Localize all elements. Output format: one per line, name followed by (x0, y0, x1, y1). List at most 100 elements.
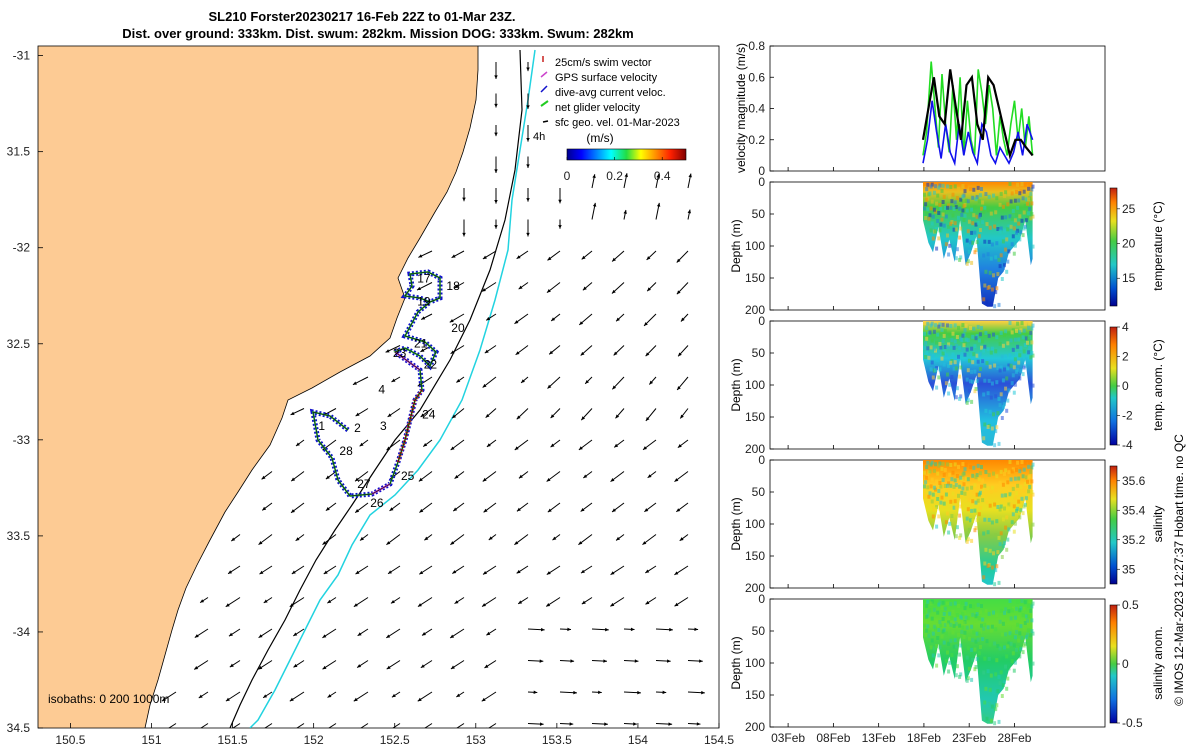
track-day-label: 24 (422, 408, 436, 422)
vector-head (701, 690, 705, 695)
section-speckle (1012, 643, 1016, 648)
vector-head (289, 603, 294, 607)
section-speckle (963, 630, 967, 635)
vector-head (598, 690, 602, 695)
vector-head (483, 570, 487, 575)
section-speckle (954, 395, 958, 400)
section-speckle (1019, 624, 1023, 629)
vector-head (391, 693, 396, 698)
section-speckle (1005, 237, 1009, 242)
section-speckle (986, 625, 990, 630)
section-speckle (998, 341, 1002, 346)
section-speckle (1003, 402, 1006, 407)
vector-head (227, 728, 231, 731)
section-speckle (966, 259, 970, 264)
section-speckle (957, 632, 960, 637)
section-speckle (970, 485, 974, 490)
vector-head (550, 443, 555, 448)
section-speckle (1012, 390, 1016, 395)
section-speckle (1010, 191, 1014, 196)
section-speckle (984, 470, 988, 474)
vector-head (357, 727, 359, 728)
section-speckle (962, 621, 966, 626)
section-speckle (994, 533, 998, 538)
section-speckle (973, 667, 977, 672)
section-speckle (939, 484, 943, 489)
section-speckle (946, 511, 949, 516)
vector-head (612, 508, 616, 512)
vector-head (540, 627, 545, 632)
section-speckle (943, 606, 947, 611)
vector-head (482, 603, 487, 607)
section-speckle (997, 535, 1001, 540)
section-speckle (1019, 647, 1023, 652)
section-speckle (967, 388, 971, 393)
section-speckle (952, 484, 956, 489)
vector-head (526, 105, 530, 109)
section-speckle (955, 664, 959, 669)
section-speckle (983, 378, 987, 383)
vector-head (614, 443, 619, 448)
vector-head (514, 446, 519, 450)
section-speckle (953, 200, 957, 205)
section-speckle (998, 480, 1002, 485)
section-speckle (944, 659, 948, 664)
section-speckle (1027, 475, 1031, 480)
section-speckle (952, 623, 956, 628)
section-speckle (958, 623, 962, 628)
velocity-series-line (921, 69, 1034, 160)
section-speckle (923, 182, 926, 186)
section-speckle (1006, 619, 1010, 624)
section-speckle (996, 272, 1000, 277)
section-speckle (995, 564, 999, 569)
vector-head (325, 475, 330, 480)
vector-head (484, 664, 489, 668)
section-colorbar-tick-label: 35.4 (1122, 503, 1146, 517)
section-speckle (983, 205, 987, 210)
section-speckle (1017, 198, 1021, 203)
section-speckle (1029, 355, 1033, 360)
section-speckle (997, 396, 1001, 401)
section-speckle (970, 647, 974, 652)
vector-head (547, 384, 552, 389)
section-speckle (953, 339, 957, 344)
section-colorbar-tick-label: 35 (1122, 562, 1136, 576)
vector-head (261, 475, 266, 480)
section-speckle (987, 517, 991, 522)
section-speckle (961, 184, 965, 188)
time-tick-label: 18Feb (907, 731, 941, 745)
section-speckle (950, 616, 954, 621)
section-y-tick-label: 0 (758, 592, 765, 606)
section-speckle (1010, 520, 1014, 525)
section-speckle (1015, 189, 1018, 194)
vector-scale-label: 4h (533, 131, 545, 143)
section-speckle (928, 352, 932, 357)
section-speckle (990, 565, 994, 570)
vector-head (526, 67, 530, 72)
vector-head (261, 727, 263, 728)
vector-head (422, 727, 423, 728)
section-speckle (1022, 606, 1026, 611)
section-speckle (934, 646, 937, 651)
section-speckle (978, 610, 982, 615)
section-speckle (1004, 632, 1008, 637)
section-speckle (938, 322, 942, 327)
section-colorbar-tick-label: 0.5 (1122, 598, 1139, 612)
section-speckle (1012, 251, 1016, 256)
section-speckle (989, 489, 993, 494)
section-speckle (951, 192, 955, 197)
section-speckle (959, 226, 963, 231)
section-speckle (1022, 467, 1026, 472)
vector-head (482, 383, 487, 388)
section-speckle (1015, 647, 1018, 652)
section-speckle (941, 478, 945, 482)
section-speckle (990, 624, 994, 629)
section-speckle (946, 205, 949, 210)
section-speckle (1024, 197, 1028, 202)
section-speckle (981, 359, 985, 364)
section-speckle (944, 492, 948, 497)
section-speckle (966, 398, 970, 403)
section-speckle (935, 524, 939, 529)
vector-head (516, 255, 521, 259)
section-speckle (961, 347, 965, 352)
